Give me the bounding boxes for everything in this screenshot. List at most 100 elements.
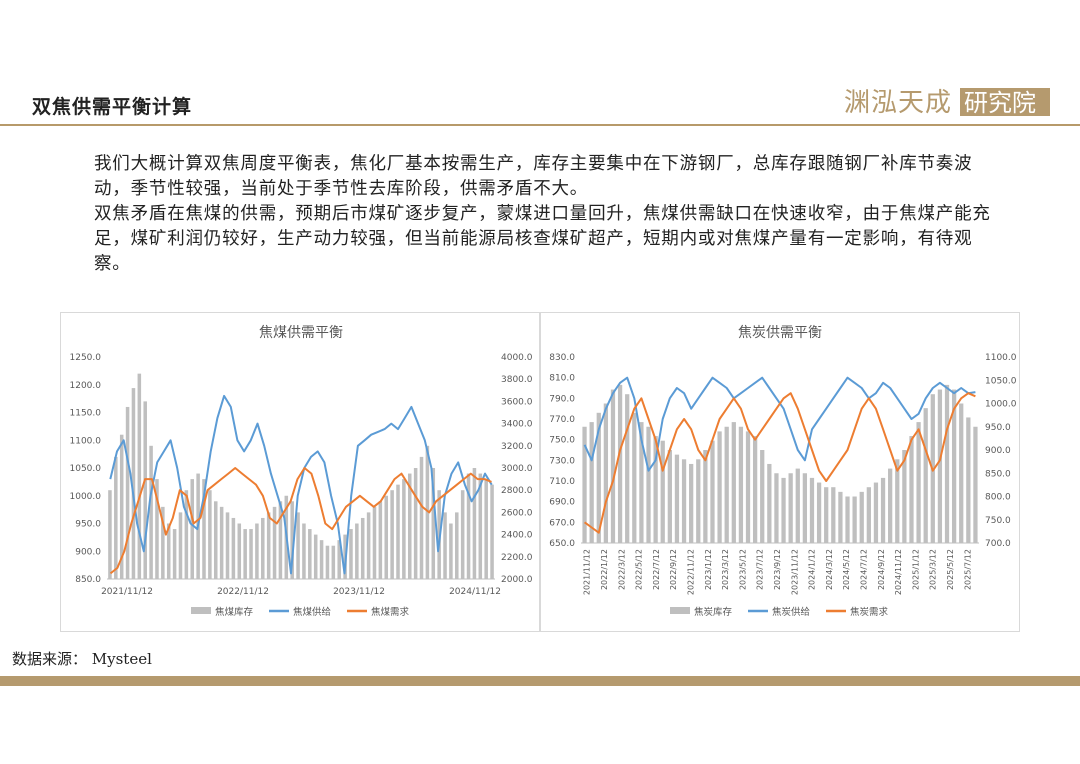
page-title: 双焦供需平衡计算 [32,96,193,118]
inventory-bar [407,473,412,579]
inventory-bar [308,529,312,579]
inventory-bar [278,501,283,579]
chart-title: 焦炭供需平衡 [738,325,822,341]
inventory-bar [431,468,436,579]
inventory-bar [603,403,609,543]
right-axis-tick: 1000.0 [985,400,1017,410]
inventory-bar [646,426,651,543]
left-axis-tick: 1100.0 [70,436,102,446]
x-axis-tick: 2025/7/12 [963,549,972,590]
x-axis-tick: 2022/11/12 [686,549,695,595]
inventory-bar [302,523,306,579]
inventory-bar [923,408,928,543]
svg-text:渊泓天成: 渊泓天成 [844,88,952,118]
x-axis-tick: 2022/5/12 [635,549,644,590]
right-axis-tick: 2600.0 [501,508,533,518]
left-axis-tick: 770.0 [549,415,575,425]
inventory-bar [261,517,265,579]
inventory-bar [824,487,829,543]
inventory-bar [617,384,623,543]
inventory-bar [449,523,453,579]
inventory-bar [331,545,336,579]
inventory-bar [745,431,751,543]
inventory-bar [681,459,687,543]
right-axis-tick: 2400.0 [501,531,533,541]
inventory-bar [738,426,744,543]
inventory-bar [816,482,822,543]
x-axis-tick: 2023/9/12 [773,549,782,590]
inventory-bar [455,512,459,579]
inventory-bar [582,426,587,543]
inventory-bar [313,534,318,579]
inventory-bar [402,479,406,579]
inventory-bar [625,394,630,543]
left-axis-tick: 850.0 [75,575,101,585]
left-axis-tick: 650.0 [549,539,575,549]
right-axis-tick: 800.0 [985,493,1011,503]
inventory-bar [425,445,430,579]
inventory-bar [413,468,418,579]
left-axis-tick: 1050.0 [70,464,102,474]
x-axis-tick: 2022/7/12 [652,549,661,590]
inventory-bar [873,482,879,543]
inventory-bar [809,477,815,543]
left-axis-tick: 690.0 [549,498,575,508]
inventory-bar [888,468,893,543]
inventory-bar [243,529,247,579]
legend-label: 焦煤需求 [371,606,410,618]
x-axis-tick: 2022/3/12 [617,549,626,590]
left-axis-tick: 790.0 [549,394,575,404]
inventory-bar [710,440,715,543]
left-axis-tick: 900.0 [75,547,101,557]
inventory-bar [717,431,722,543]
header-divider [0,124,1080,126]
x-axis-tick: 2025/5/12 [946,549,955,590]
inventory-bar [589,422,594,543]
x-axis-tick: 2023/7/12 [756,549,765,590]
inventory-bar [337,540,341,579]
x-axis-tick: 2023/3/12 [721,549,730,590]
legend-label: 焦煤库存 [215,606,254,618]
inventory-bar [973,426,978,543]
inventory-bar [255,523,259,579]
inventory-bar [296,512,300,579]
inventory-bar [667,450,672,543]
inventory-bar [272,506,277,579]
left-axis-tick: 730.0 [549,456,575,466]
inventory-bar [202,479,206,579]
legend-label: 焦煤供给 [293,606,332,618]
inventory-bar [155,479,159,579]
right-axis-tick: 3400.0 [501,420,533,430]
left-axis-tick: 830.0 [549,353,575,363]
inventory-bar [472,468,477,579]
x-axis-tick: 2023/1/12 [704,549,713,590]
inventory-bar [959,403,964,543]
inventory-bar [966,417,971,543]
inventory-bar [831,487,836,543]
inventory-bar [632,412,637,543]
chart-coking-coal: 焦煤供需平衡 1250.0 1200.0 1150.0 1100.0 1050.0 1000… [60,312,540,632]
inventory-bar [360,517,365,579]
coke-chart-svg: 焦炭供需平衡 830.0 810.0 790.0 770.0 750.0 730.0 710.… [549,325,1017,618]
inventory-bar [880,477,886,543]
inventory-bar [419,456,424,579]
right-axis-tick: 750.0 [985,516,1011,526]
demand-line [109,467,492,575]
inventory-bar [653,436,658,543]
company-logo: 渊泓天成 研究院 [844,88,1050,118]
x-axis-tick: 2024/7/12 [860,549,869,590]
inventory-bar [466,473,471,579]
x-axis-tick: 2024/5/12 [842,549,851,590]
inventory-bar [689,463,694,543]
paragraph-2: 双焦矛盾在焦煤的供需，预期后市煤矿逐步复产，蒙煤进口量回升，焦煤供需缺口在快速收… [94,204,991,274]
legend-label: 焦炭供给 [772,606,811,618]
inventory-bar [249,529,253,579]
right-axis-tick: 1050.0 [985,376,1017,386]
supply-line [109,394,493,575]
inventory-bar [213,501,218,579]
inventory-bar [161,506,165,579]
inventory-bar [237,523,242,579]
legend-label: 焦炭需求 [850,606,889,618]
inventory-bar [859,491,864,543]
left-axis-tick: 750.0 [549,436,575,446]
